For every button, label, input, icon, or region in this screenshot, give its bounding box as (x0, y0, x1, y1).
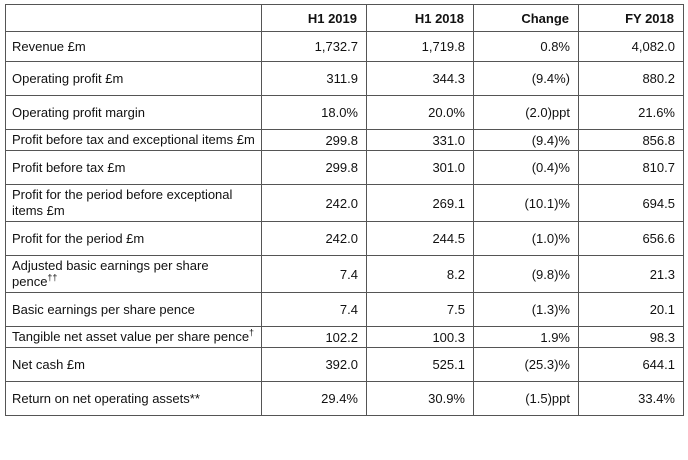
cell-change: (1.5)ppt (473, 381, 579, 416)
row-label: Basic earnings per share pence (5, 292, 262, 327)
cell-fy-2018: 21.6% (578, 95, 684, 130)
table-row: Net cash £m 392.0 525.1 (25.3)% 644.1 (5, 347, 684, 382)
cell-h1-2019: 299.8 (261, 129, 367, 151)
cell-h1-2019: 242.0 (261, 221, 367, 256)
row-label-text: Profit for the period before exceptional… (12, 187, 233, 218)
footnote-mark: † (249, 327, 255, 338)
row-label-text: Profit before tax £m (12, 159, 126, 175)
row-label: Revenue £m (5, 31, 262, 62)
cell-change: (9.8)% (473, 255, 579, 293)
row-label-text: Basic earnings per share pence (12, 301, 195, 317)
cell-change: (0.4)% (473, 150, 579, 185)
cell-fy-2018: 4,082.0 (578, 31, 684, 62)
cell-change: (2.0)ppt (473, 95, 579, 130)
cell-h1-2019: 18.0% (261, 95, 367, 130)
cell-h1-2018: 331.0 (366, 129, 474, 151)
row-label: Operating profit £m (5, 61, 262, 96)
row-label: Profit before tax and exceptional items … (5, 129, 262, 151)
cell-fy-2018: 21.3 (578, 255, 684, 293)
row-label: Return on net operating assets** (5, 381, 262, 416)
cell-change: (9.4)% (473, 129, 579, 151)
header-cell-h1-2018: H1 2018 (366, 4, 474, 32)
row-label-text: Profit for the period £m (12, 230, 145, 246)
cell-fy-2018: 856.8 (578, 129, 684, 151)
row-label-text: Profit before tax and exceptional items … (12, 132, 255, 147)
header-cell-fy-2018: FY 2018 (578, 4, 684, 32)
row-label-text: Revenue £m (12, 38, 86, 54)
cell-change: (1.3)% (473, 292, 579, 327)
header-cell-change: Change (473, 4, 579, 32)
row-label-text: Operating profit margin (12, 104, 145, 120)
cell-fy-2018: 810.7 (578, 150, 684, 185)
row-label-text: Net cash £m (12, 356, 85, 372)
cell-h1-2018: 244.5 (366, 221, 474, 256)
row-label: Tangible net asset value per share pence… (5, 326, 262, 348)
cell-h1-2019: 29.4% (261, 381, 367, 416)
cell-h1-2018: 8.2 (366, 255, 474, 293)
row-label-text: Adjusted basic earnings per share pence (12, 258, 209, 289)
cell-h1-2018: 301.0 (366, 150, 474, 185)
table-row: Operating profit margin 18.0% 20.0% (2.0… (5, 95, 684, 130)
row-label: Adjusted basic earnings per share pence†… (5, 255, 262, 293)
cell-fy-2018: 20.1 (578, 292, 684, 327)
cell-fy-2018: 644.1 (578, 347, 684, 382)
cell-h1-2019: 7.4 (261, 255, 367, 293)
cell-h1-2019: 7.4 (261, 292, 367, 327)
cell-fy-2018: 880.2 (578, 61, 684, 96)
cell-fy-2018: 98.3 (578, 326, 684, 348)
header-row: H1 2019 H1 2018 Change FY 2018 (5, 4, 684, 32)
row-label: Profit for the period before exceptional… (5, 184, 262, 222)
cell-h1-2018: 20.0% (366, 95, 474, 130)
cell-h1-2018: 1,719.8 (366, 31, 474, 62)
cell-fy-2018: 33.4% (578, 381, 684, 416)
cell-change: (10.1)% (473, 184, 579, 222)
row-label: Net cash £m (5, 347, 262, 382)
cell-h1-2019: 1,732.7 (261, 31, 367, 62)
cell-h1-2019: 299.8 (261, 150, 367, 185)
cell-h1-2019: 242.0 (261, 184, 367, 222)
cell-h1-2018: 344.3 (366, 61, 474, 96)
financial-summary-table: H1 2019 H1 2018 Change FY 2018 Revenue £… (5, 4, 684, 416)
table-row: Revenue £m 1,732.7 1,719.8 0.8% 4,082.0 (5, 31, 684, 62)
row-label-text: Return on net operating assets** (12, 390, 200, 406)
cell-change: 0.8% (473, 31, 579, 62)
row-label: Profit before tax £m (5, 150, 262, 185)
table-row: Profit before tax £m 299.8 301.0 (0.4)% … (5, 150, 684, 185)
table-row: Adjusted basic earnings per share pence†… (5, 255, 684, 293)
table-row: Basic earnings per share pence 7.4 7.5 (… (5, 292, 684, 327)
cell-h1-2019: 311.9 (261, 61, 367, 96)
row-label: Operating profit margin (5, 95, 262, 130)
table-row: Profit before tax and exceptional items … (5, 129, 684, 151)
header-cell-h1-2019: H1 2019 (261, 4, 367, 32)
cell-change: 1.9% (473, 326, 579, 348)
cell-h1-2018: 30.9% (366, 381, 474, 416)
cell-change: (1.0)% (473, 221, 579, 256)
row-label-text: Tangible net asset value per share pence (12, 329, 250, 344)
cell-h1-2018: 269.1 (366, 184, 474, 222)
row-label-text: Operating profit £m (12, 70, 124, 86)
row-label: Profit for the period £m (5, 221, 262, 256)
cell-h1-2018: 100.3 (366, 326, 474, 348)
cell-h1-2018: 525.1 (366, 347, 474, 382)
cell-h1-2018: 7.5 (366, 292, 474, 327)
table-row: Profit for the period £m 242.0 244.5 (1.… (5, 221, 684, 256)
cell-change: (9.4%) (473, 61, 579, 96)
cell-fy-2018: 656.6 (578, 221, 684, 256)
table-row: Tangible net asset value per share pence… (5, 326, 684, 348)
table-row: Profit for the period before exceptional… (5, 184, 684, 222)
cell-h1-2019: 392.0 (261, 347, 367, 382)
header-cell-label (5, 4, 262, 32)
cell-fy-2018: 694.5 (578, 184, 684, 222)
cell-h1-2019: 102.2 (261, 326, 367, 348)
cell-change: (25.3)% (473, 347, 579, 382)
table-row: Operating profit £m 311.9 344.3 (9.4%) 8… (5, 61, 684, 96)
footnote-mark: †† (47, 272, 58, 283)
table-row: Return on net operating assets** 29.4% 3… (5, 381, 684, 416)
